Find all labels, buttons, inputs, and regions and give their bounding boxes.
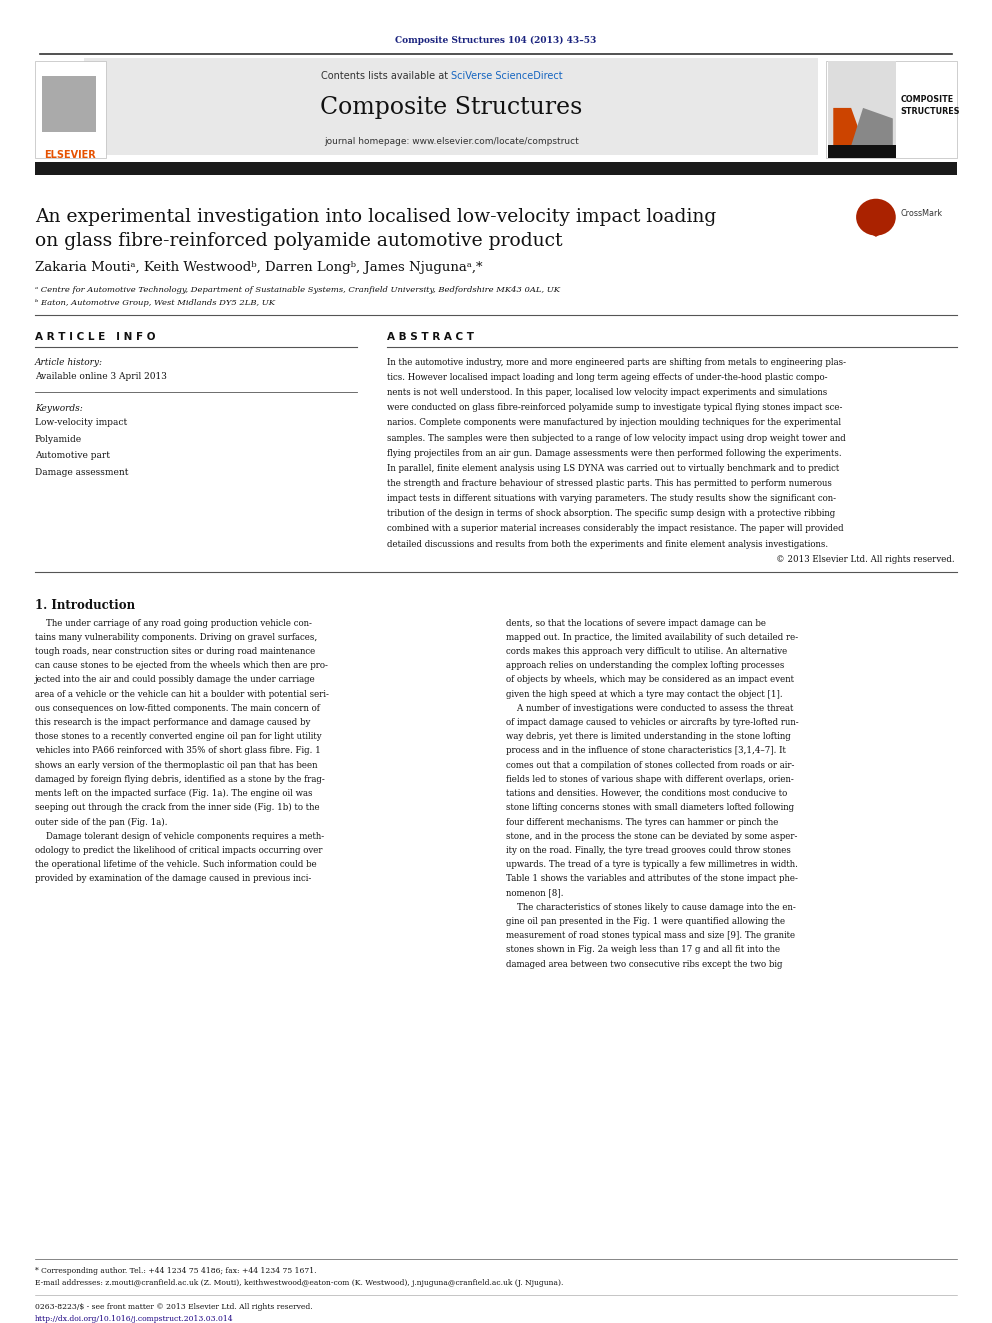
Polygon shape bbox=[833, 108, 868, 155]
Bar bbox=[828, 61, 896, 155]
Text: An experimental investigation into localised low-velocity impact loading: An experimental investigation into local… bbox=[35, 208, 716, 226]
Bar bbox=[35, 61, 106, 157]
Text: gine oil pan presented in the Fig. 1 were quantified allowing the: gine oil pan presented in the Fig. 1 wer… bbox=[506, 917, 785, 926]
Text: measurement of road stones typical mass and size [9]. The granite: measurement of road stones typical mass … bbox=[506, 931, 795, 941]
Text: impact tests in different situations with varying parameters. The study results : impact tests in different situations wit… bbox=[387, 495, 836, 503]
Text: A number of investigations were conducted to assess the threat: A number of investigations were conducte… bbox=[506, 704, 794, 713]
Polygon shape bbox=[863, 229, 889, 237]
Polygon shape bbox=[848, 108, 893, 155]
Text: E-mail addresses: z.mouti@cranfield.ac.uk (Z. Mouti), keithwestwood@eaton-com (K: E-mail addresses: z.mouti@cranfield.ac.u… bbox=[35, 1279, 563, 1287]
Text: of impact damage caused to vehicles or aircrafts by tyre-lofted run-: of impact damage caused to vehicles or a… bbox=[506, 718, 799, 728]
Text: comes out that a compilation of stones collected from roads or air-: comes out that a compilation of stones c… bbox=[506, 761, 795, 770]
Text: vehicles into PA66 reinforced with 35% of short glass fibre. Fig. 1: vehicles into PA66 reinforced with 35% o… bbox=[35, 746, 320, 755]
Text: journal homepage: www.elsevier.com/locate/compstruct: journal homepage: www.elsevier.com/locat… bbox=[324, 136, 578, 146]
Bar bbox=[42, 77, 96, 131]
Text: damaged by foreign flying debris, identified as a stone by the frag-: damaged by foreign flying debris, identi… bbox=[35, 775, 324, 783]
Bar bbox=[828, 144, 896, 157]
Text: Damage assessment: Damage assessment bbox=[35, 468, 128, 476]
Text: The characteristics of stones likely to cause damage into the en-: The characteristics of stones likely to … bbox=[506, 902, 796, 912]
Text: given the high speed at which a tyre may contact the object [1].: given the high speed at which a tyre may… bbox=[506, 689, 783, 699]
Text: provided by examination of the damage caused in previous inci-: provided by examination of the damage ca… bbox=[35, 875, 310, 884]
Ellipse shape bbox=[856, 198, 896, 235]
Text: approach relies on understanding the complex lofting processes: approach relies on understanding the com… bbox=[506, 662, 785, 671]
Text: samples. The samples were then subjected to a range of low velocity impact using: samples. The samples were then subjected… bbox=[387, 434, 845, 443]
Text: Zakaria Moutiᵃ, Keith Westwoodᵇ, Darren Longᵇ, James Njugunaᵃ,*: Zakaria Moutiᵃ, Keith Westwoodᵇ, Darren … bbox=[35, 261, 482, 274]
Text: fields led to stones of various shape with different overlaps, orien-: fields led to stones of various shape wi… bbox=[506, 775, 794, 783]
Text: © 2013 Elsevier Ltd. All rights reserved.: © 2013 Elsevier Ltd. All rights reserved… bbox=[776, 554, 954, 564]
Text: The under carriage of any road going production vehicle con-: The under carriage of any road going pro… bbox=[35, 619, 311, 627]
Text: this research is the impact performance and damage caused by: this research is the impact performance … bbox=[35, 718, 310, 728]
Text: tations and densities. However, the conditions most conducive to: tations and densities. However, the cond… bbox=[506, 789, 788, 798]
Text: Article history:: Article history: bbox=[35, 359, 103, 366]
Text: nomenon [8].: nomenon [8]. bbox=[506, 889, 563, 897]
Text: Composite Structures: Composite Structures bbox=[320, 97, 582, 119]
Text: were conducted on glass fibre-reinforced polyamide sump to investigate typical f: were conducted on glass fibre-reinforced… bbox=[387, 404, 842, 413]
Text: stone, and in the process the stone can be deviated by some asper-: stone, and in the process the stone can … bbox=[506, 832, 798, 840]
Text: narios. Complete components were manufactured by injection moulding techniques f: narios. Complete components were manufac… bbox=[387, 418, 841, 427]
Bar bbox=[35, 161, 957, 175]
Text: jected into the air and could possibly damage the under carriage: jected into the air and could possibly d… bbox=[35, 675, 315, 684]
Text: SciVerse ScienceDirect: SciVerse ScienceDirect bbox=[451, 71, 563, 81]
Text: cords makes this approach very difficult to utilise. An alternative: cords makes this approach very difficult… bbox=[506, 647, 788, 656]
Text: way debris, yet there is limited understanding in the stone lofting: way debris, yet there is limited underst… bbox=[506, 732, 791, 741]
Text: detailed discussions and results from both the experiments and finite element an: detailed discussions and results from bo… bbox=[387, 540, 828, 549]
Text: combined with a superior material increases considerably the impact resistance. : combined with a superior material increa… bbox=[387, 524, 843, 533]
Text: the operational lifetime of the vehicle. Such information could be: the operational lifetime of the vehicle.… bbox=[35, 860, 316, 869]
Text: can cause stones to be ejected from the wheels which then are pro-: can cause stones to be ejected from the … bbox=[35, 662, 327, 671]
Text: stone lifting concerns stones with small diameters lofted following: stone lifting concerns stones with small… bbox=[506, 803, 794, 812]
Text: ments left on the impacted surface (Fig. 1a). The engine oil was: ments left on the impacted surface (Fig.… bbox=[35, 789, 312, 798]
Text: In the automotive industry, more and more engineered parts are shifting from met: In the automotive industry, more and mor… bbox=[387, 359, 846, 366]
Text: A R T I C L E   I N F O: A R T I C L E I N F O bbox=[35, 332, 155, 341]
Text: upwards. The tread of a tyre is typically a few millimetres in width.: upwards. The tread of a tyre is typicall… bbox=[506, 860, 798, 869]
Text: ᵃ Centre for Automotive Technology, Department of Sustainable Systems, Cranfield: ᵃ Centre for Automotive Technology, Depa… bbox=[35, 286, 559, 294]
Text: of objects by wheels, which may be considered as an impact event: of objects by wheels, which may be consi… bbox=[506, 675, 794, 684]
Text: those stones to a recently converted engine oil pan for light utility: those stones to a recently converted eng… bbox=[35, 732, 321, 741]
Text: flying projectiles from an air gun. Damage assessments were then performed follo: flying projectiles from an air gun. Dama… bbox=[387, 448, 841, 458]
Text: ELSEVIER: ELSEVIER bbox=[44, 149, 95, 160]
Text: Composite Structures 104 (2013) 43–53: Composite Structures 104 (2013) 43–53 bbox=[396, 36, 596, 45]
Text: tics. However localised impact loading and long term ageing effects of under-the: tics. However localised impact loading a… bbox=[387, 373, 827, 382]
Text: tough roads, near construction sites or during road maintenance: tough roads, near construction sites or … bbox=[35, 647, 315, 656]
Text: COMPOSITE
STRUCTURES: COMPOSITE STRUCTURES bbox=[901, 95, 960, 115]
Bar bbox=[84, 58, 818, 155]
Text: 1. Introduction: 1. Introduction bbox=[35, 599, 135, 611]
Text: A B S T R A C T: A B S T R A C T bbox=[387, 332, 474, 341]
Text: dents, so that the locations of severe impact damage can be: dents, so that the locations of severe i… bbox=[506, 619, 766, 627]
Text: ᵇ Eaton, Automotive Group, West Midlands DY5 2LB, UK: ᵇ Eaton, Automotive Group, West Midlands… bbox=[35, 299, 275, 307]
Text: Polyamide: Polyamide bbox=[35, 435, 82, 445]
Text: Table 1 shows the variables and attributes of the stone impact phe-: Table 1 shows the variables and attribut… bbox=[506, 875, 798, 884]
Text: ity on the road. Finally, the tyre tread grooves could throw stones: ity on the road. Finally, the tyre tread… bbox=[506, 845, 791, 855]
Text: Keywords:: Keywords: bbox=[35, 404, 82, 413]
Text: tribution of the design in terms of shock absorption. The specific sump design w: tribution of the design in terms of shoc… bbox=[387, 509, 835, 519]
Text: stones shown in Fig. 2a weigh less than 17 g and all fit into the: stones shown in Fig. 2a weigh less than … bbox=[506, 946, 780, 954]
Text: the strength and fracture behaviour of stressed plastic parts. This has permitte: the strength and fracture behaviour of s… bbox=[387, 479, 831, 488]
Text: Contents lists available at: Contents lists available at bbox=[321, 71, 451, 81]
Text: on glass fibre-reinforced polyamide automotive product: on glass fibre-reinforced polyamide auto… bbox=[35, 232, 562, 250]
Text: In parallel, finite element analysis using LS DYNA was carried out to virtually : In parallel, finite element analysis usi… bbox=[387, 464, 839, 472]
Text: ous consequences on low-fitted components. The main concern of: ous consequences on low-fitted component… bbox=[35, 704, 319, 713]
Text: seeping out through the crack from the inner side (Fig. 1b) to the: seeping out through the crack from the i… bbox=[35, 803, 319, 812]
Text: four different mechanisms. The tyres can hammer or pinch the: four different mechanisms. The tyres can… bbox=[506, 818, 779, 827]
Text: http://dx.doi.org/10.1016/j.compstruct.2013.03.014: http://dx.doi.org/10.1016/j.compstruct.2… bbox=[35, 1315, 233, 1323]
Text: CrossMark: CrossMark bbox=[901, 209, 942, 218]
Text: Damage tolerant design of vehicle components requires a meth-: Damage tolerant design of vehicle compon… bbox=[35, 832, 323, 840]
Text: Low-velocity impact: Low-velocity impact bbox=[35, 418, 127, 427]
Text: process and in the influence of stone characteristics [3,1,4–7]. It: process and in the influence of stone ch… bbox=[506, 746, 786, 755]
Text: Available online 3 April 2013: Available online 3 April 2013 bbox=[35, 373, 167, 381]
Text: damaged area between two consecutive ribs except the two big: damaged area between two consecutive rib… bbox=[506, 959, 783, 968]
Text: odology to predict the likelihood of critical impacts occurring over: odology to predict the likelihood of cri… bbox=[35, 845, 322, 855]
Text: shows an early version of the thermoplastic oil pan that has been: shows an early version of the thermoplas… bbox=[35, 761, 317, 770]
Text: mapped out. In practice, the limited availability of such detailed re-: mapped out. In practice, the limited ava… bbox=[506, 632, 798, 642]
Text: tains many vulnerability components. Driving on gravel surfaces,: tains many vulnerability components. Dri… bbox=[35, 632, 317, 642]
Bar bbox=[826, 61, 957, 157]
Text: * Corresponding author. Tel.: +44 1234 75 4186; fax: +44 1234 75 1671.: * Corresponding author. Tel.: +44 1234 7… bbox=[35, 1267, 316, 1275]
Text: Automotive part: Automotive part bbox=[35, 451, 110, 460]
Text: area of a vehicle or the vehicle can hit a boulder with potential seri-: area of a vehicle or the vehicle can hit… bbox=[35, 689, 328, 699]
Text: nents is not well understood. In this paper, localised low velocity impact exper: nents is not well understood. In this pa… bbox=[387, 388, 827, 397]
Text: 0263-8223/$ - see front matter © 2013 Elsevier Ltd. All rights reserved.: 0263-8223/$ - see front matter © 2013 El… bbox=[35, 1303, 312, 1311]
Text: outer side of the pan (Fig. 1a).: outer side of the pan (Fig. 1a). bbox=[35, 818, 168, 827]
